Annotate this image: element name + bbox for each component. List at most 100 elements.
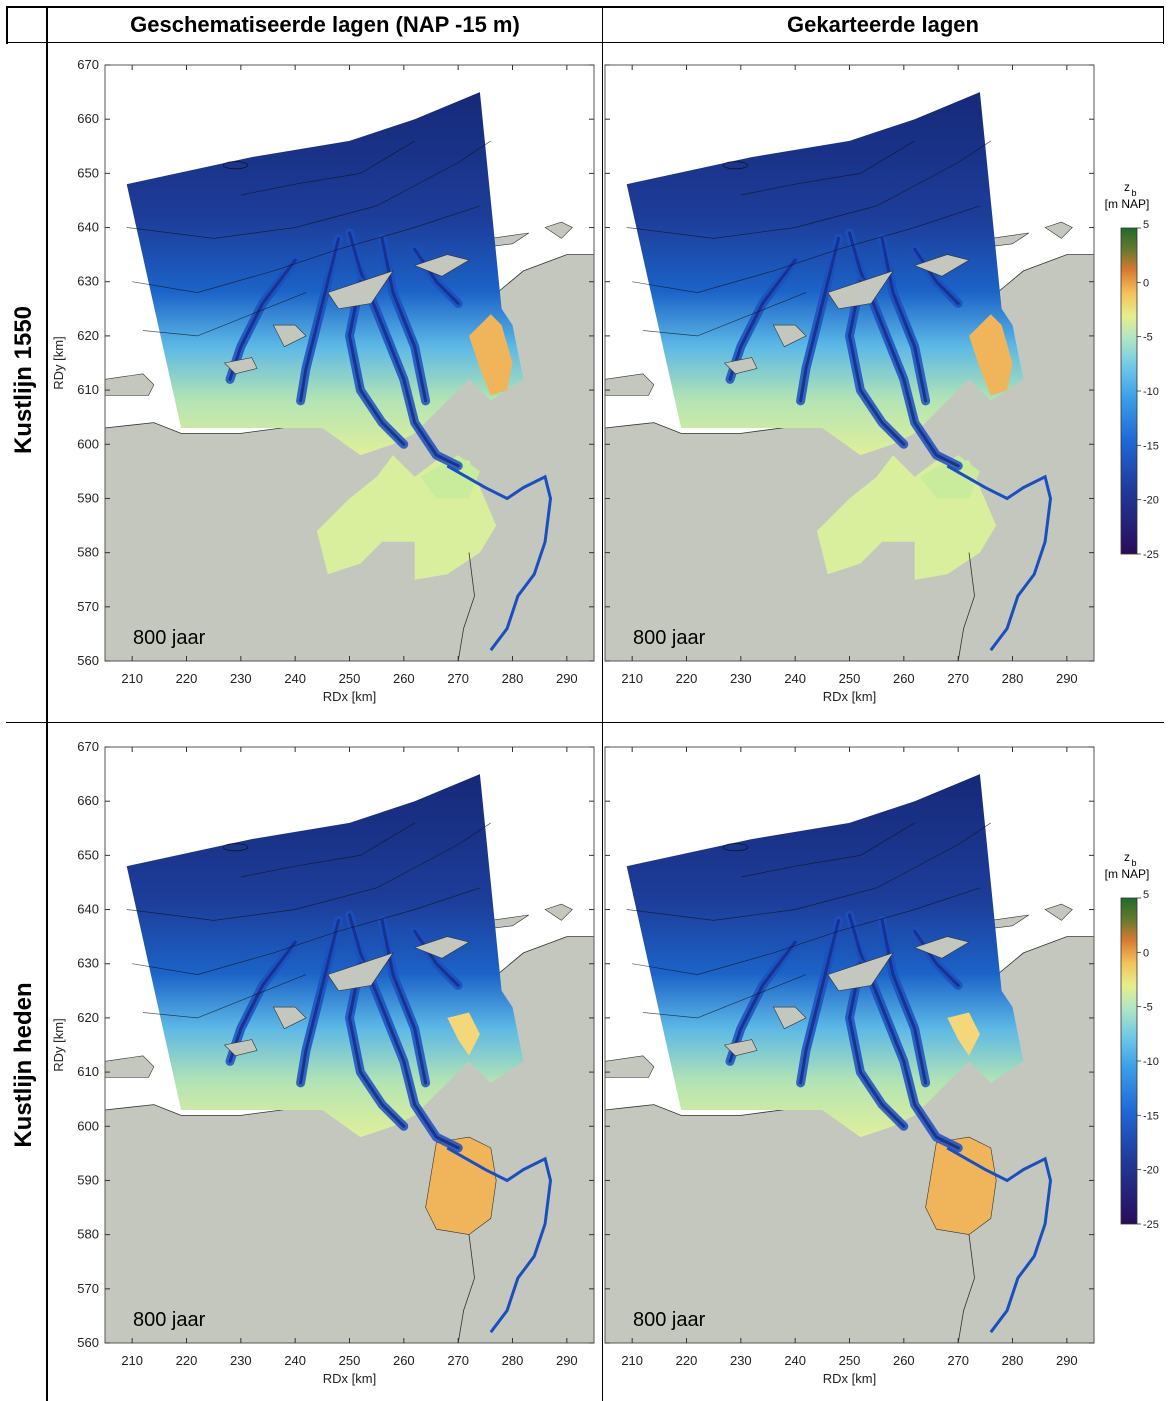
x-tick-label: 260 [393, 671, 415, 686]
channel-thalweg-5 [913, 247, 960, 305]
x-tick-label: 210 [621, 1353, 643, 1368]
border-line [957, 1234, 975, 1344]
border-line [457, 552, 475, 662]
depth-contour-ring [222, 843, 248, 852]
colorbar-tick-label: -20 [1143, 1165, 1159, 1177]
colorbar-tick-label: 0 [1143, 277, 1149, 289]
y-tick-label: 570 [77, 1281, 99, 1296]
x-tick-label: 230 [230, 671, 252, 686]
channel-thalweg-2 [799, 236, 841, 403]
x-tick-label: 210 [121, 671, 143, 686]
channel-thalweg-1 [348, 231, 460, 468]
x-tick-label: 270 [947, 1353, 969, 1368]
table-divider-header [6, 42, 1164, 43]
river-ems [946, 1146, 1053, 1334]
barrier-island-2 [272, 324, 307, 348]
basin-upper [420, 455, 480, 499]
y-tick-label: 560 [77, 1335, 99, 1350]
x-tick-label: 290 [1056, 1353, 1078, 1368]
colorbar-tick-label: -15 [1143, 1110, 1159, 1122]
time-label: 800 jaar [633, 627, 706, 649]
colorbar-title: z [1124, 850, 1130, 864]
island-far-east [544, 903, 573, 921]
basin-dollard [925, 1136, 997, 1235]
x-tick-label: 220 [176, 1353, 198, 1368]
y-tick-label: 670 [77, 739, 99, 754]
depth-contour-ring [722, 843, 748, 852]
colorbar-unit: [m NAP] [1105, 197, 1150, 211]
colorbar-tick-label: -10 [1143, 386, 1159, 398]
shoal-east [469, 314, 513, 396]
depth-contour-4 [240, 140, 415, 196]
y-tick-label: 660 [77, 111, 99, 126]
x-tick-label: 290 [556, 671, 578, 686]
river-ems [446, 1146, 553, 1334]
depth-contour-4 [740, 140, 915, 196]
river-ems [946, 464, 1053, 652]
panels-layer: 210 220 230 240 250 260 270 280 290 670 660 650 640 6… [51, 57, 1095, 1386]
y-tick-label: 640 [77, 902, 99, 917]
depth-contour-1 [126, 822, 491, 921]
colorbar-gradient [1120, 897, 1138, 1225]
depth-contour-ring [222, 161, 248, 170]
table-border-top [6, 6, 1164, 8]
x-tick-label: 280 [1002, 671, 1024, 686]
y-tick-label: 590 [77, 1172, 99, 1187]
depth-contour-1 [126, 140, 491, 239]
colorbar-tick-label: -25 [1143, 549, 1159, 561]
map-panel-2: 210 220 230 240 250 260 270 280 290 RDx [km] 800 j… [604, 64, 1095, 704]
y-tick-label: 630 [77, 956, 99, 971]
x-tick-label: 270 [947, 671, 969, 686]
y-tick-label: 560 [77, 653, 99, 668]
colorbar-tick-label: 5 [1143, 219, 1149, 231]
x-tick-label: 240 [284, 1353, 306, 1368]
table-col-divider-1 [46, 6, 48, 1401]
x-axis-label: RDx [km] [823, 1371, 876, 1386]
y-tick-label: 600 [77, 436, 99, 451]
x-tick-label: 250 [339, 1353, 361, 1368]
depth-contour-1 [626, 140, 991, 239]
border-line [957, 552, 975, 662]
depth-contour-3 [142, 974, 307, 1019]
y-tick-label: 600 [77, 1118, 99, 1133]
barrier-island-4 [723, 357, 758, 375]
channel-thalweg-2 [799, 918, 841, 1085]
channel-thalweg-5 [913, 929, 960, 987]
channel-thalweg-5 [413, 247, 460, 305]
x-tick-label: 290 [556, 1353, 578, 1368]
x-tick-label: 230 [730, 1353, 752, 1368]
y-tick-label: 620 [77, 1010, 99, 1025]
y-tick-label: 580 [77, 1227, 99, 1242]
channel-thalweg-5 [413, 929, 460, 987]
x-tick-label: 250 [839, 1353, 861, 1368]
barrier-island-1 [327, 270, 394, 310]
colorbar-tick-label: -25 [1143, 1219, 1159, 1231]
x-tick-label: 280 [502, 1353, 524, 1368]
channel-thalweg-3 [880, 918, 928, 1085]
barrier-island-1 [827, 270, 894, 310]
channel-thalweg-6 [847, 280, 906, 446]
x-tick-label: 260 [893, 1353, 915, 1368]
y-tick-label: 590 [77, 490, 99, 505]
colorbar-tick-label: -10 [1143, 1056, 1159, 1068]
barrier-island-4 [223, 1039, 258, 1057]
y-tick-label: 660 [77, 793, 99, 808]
depth-contour-1 [626, 822, 991, 921]
x-tick-label: 270 [447, 671, 469, 686]
table-col-divider-2 [602, 6, 603, 1401]
x-tick-label: 240 [784, 671, 806, 686]
table-col-divider-3 [1163, 6, 1164, 44]
time-label: 800 jaar [133, 627, 206, 649]
colorbar-tick-label: -5 [1143, 1002, 1153, 1014]
x-tick-label: 260 [893, 671, 915, 686]
x-tick-label: 220 [176, 671, 198, 686]
time-label: 800 jaar [633, 1309, 706, 1331]
x-tick-label: 240 [284, 671, 306, 686]
basin-dollard [425, 1136, 497, 1235]
channel-thalweg-1 [348, 913, 460, 1150]
barrier-island-2 [272, 1006, 307, 1030]
y-tick-label: 640 [77, 220, 99, 235]
channel-thalweg-1 [848, 913, 960, 1150]
colorbar-tick-label: -15 [1143, 440, 1159, 452]
